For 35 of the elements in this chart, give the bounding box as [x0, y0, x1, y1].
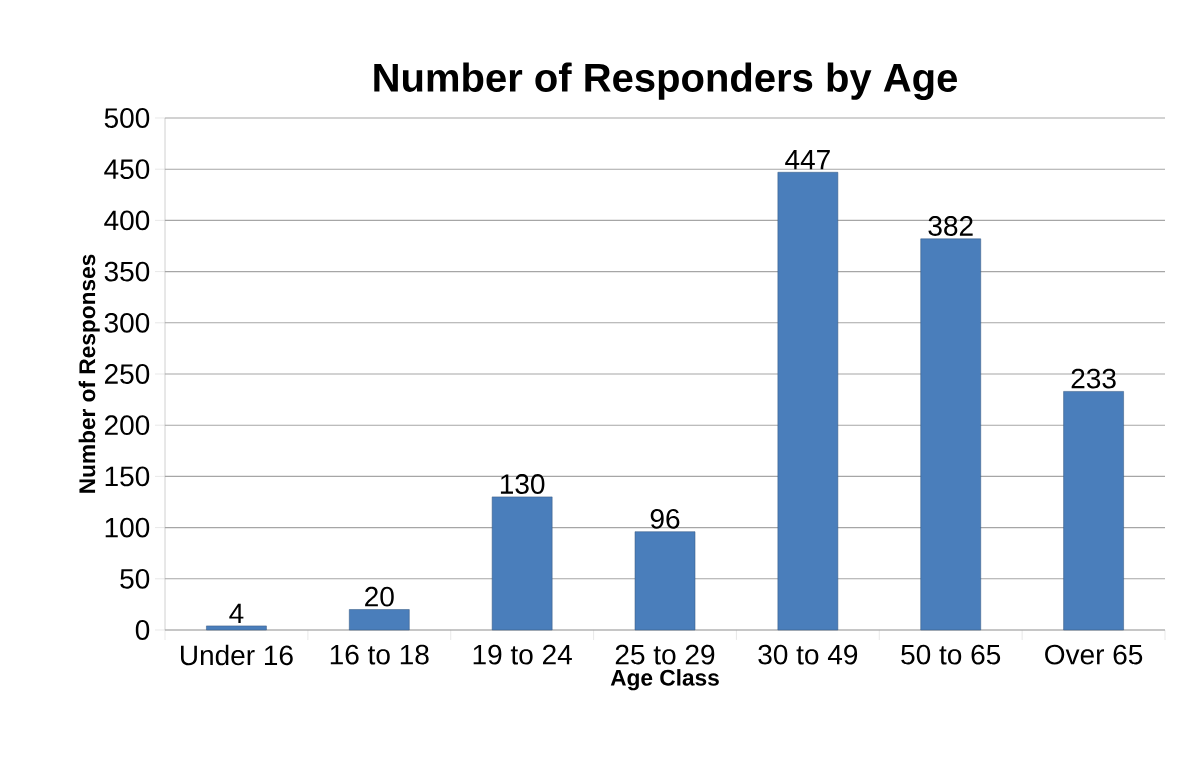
y-tick-label: 400 [104, 210, 150, 231]
x-tick-label: Over 65 [1045, 644, 1143, 665]
data-label: 382 [928, 216, 973, 236]
x-tick-label: Under 16 [180, 644, 293, 666]
y-tick-label: 50 [120, 568, 150, 589]
y-tick-label: 450 [104, 159, 150, 180]
y-tick-label: 350 [104, 261, 150, 282]
y-tick-label: 500 [104, 108, 150, 128]
y-tick-label: 150 [105, 466, 150, 487]
bar [920, 238, 981, 631]
data-label: 233 [1071, 368, 1116, 389]
x-axis-title: Age Class [610, 669, 719, 691]
data-label: 130 [500, 474, 545, 494]
data-label: 4 [229, 603, 244, 623]
bar [491, 496, 553, 631]
data-label: 20 [365, 586, 394, 607]
y-tick-label: 250 [104, 364, 150, 384]
data-label: 96 [650, 508, 680, 529]
bar [206, 625, 267, 631]
y-tick-label: 300 [104, 312, 150, 333]
x-tick-label: 19 to 24 [473, 644, 572, 665]
bar [349, 609, 410, 631]
y-axis-title: Number of Responses [78, 254, 100, 493]
x-tick-label: 25 to 29 [615, 644, 715, 665]
bar [1063, 391, 1124, 631]
x-tick-label: 16 to 18 [330, 644, 429, 665]
bar [777, 172, 839, 631]
chart-title: Number of Responders by Age [374, 62, 957, 100]
x-tick-label: 50 to 65 [901, 644, 1001, 665]
y-tick-label: 200 [104, 415, 150, 436]
y-tick-label: 0 [135, 620, 150, 640]
x-tick-label: 30 to 49 [758, 644, 858, 665]
data-label: 447 [785, 150, 830, 170]
bar [634, 531, 696, 631]
y-tick-label: 100 [105, 517, 150, 538]
